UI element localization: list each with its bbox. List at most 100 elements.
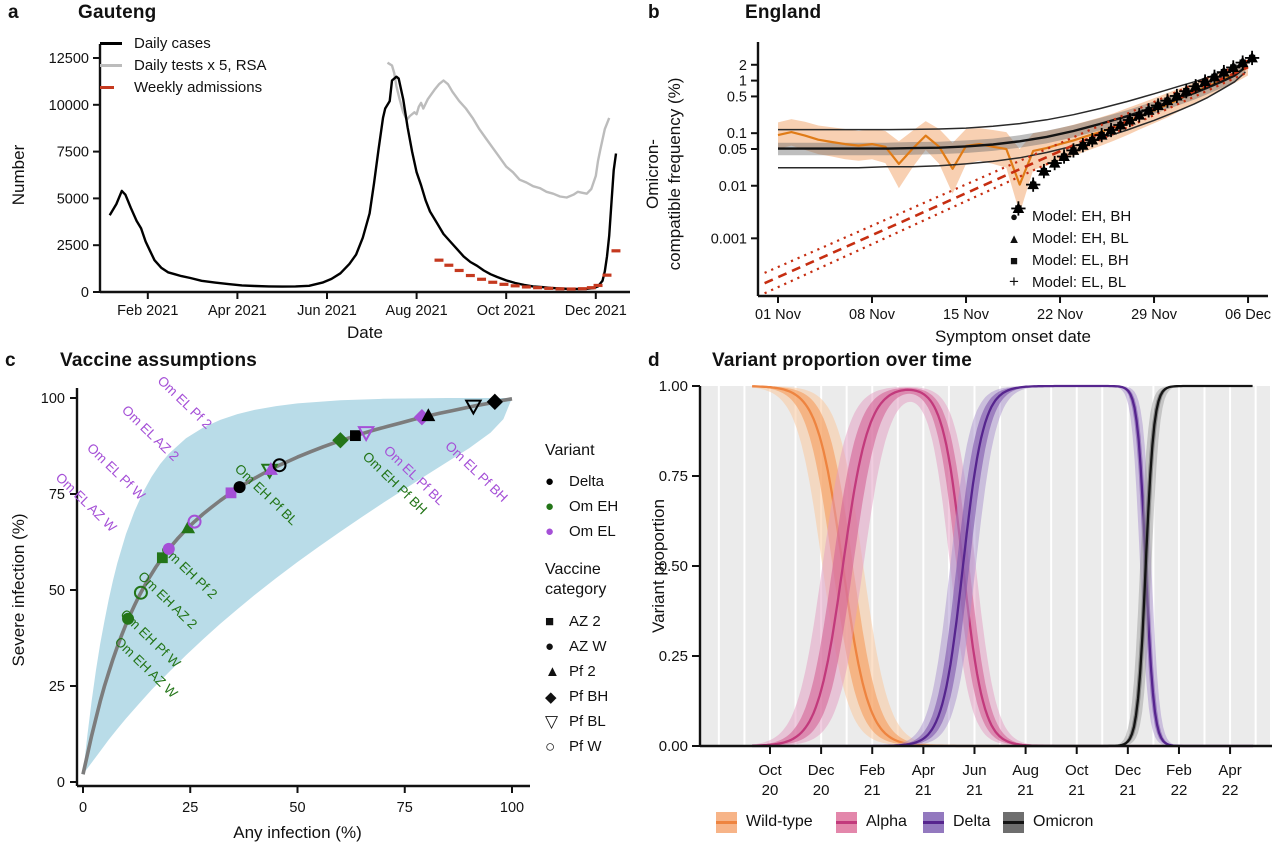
tick-label: 08 Nov — [849, 307, 896, 323]
gauteng-chart: 0 2500 5000 7500 10000 12500 Feb 2021 Apr 2021 J… — [9, 44, 630, 342]
legend-label: Model: EL, BH — [1032, 251, 1129, 269]
panel-gauteng: a Gauteng 0 2500 5000 7500 10000 12500 Feb 202… — [0, 0, 640, 346]
tick-label-line2: 20 — [813, 782, 830, 799]
tick-label: 0 — [79, 800, 87, 816]
tick-label: 0 — [57, 775, 65, 791]
vaccine-point-om-eh-pf-w — [133, 585, 148, 600]
tick-label: 01 Nov — [755, 307, 802, 323]
legend-item: + Model: EL, BL — [1002, 271, 1131, 293]
vaccine-point-delta-az-2 — [350, 430, 361, 442]
daily-cases-line — [108, 75, 618, 291]
tick-label: 5000 — [57, 191, 89, 207]
panel-title-england: England — [745, 2, 822, 23]
alpha-swatch — [836, 811, 857, 833]
legend-label: Wild-type — [746, 813, 813, 830]
legend-item: Omicron — [1003, 810, 1093, 834]
tick-label-line2: 21 — [966, 782, 983, 799]
vaccine-point-om-el-pf-w — [187, 514, 202, 529]
vaccine-point-om-eh-pf-bh — [332, 432, 349, 449]
triangle-marker-icon: ▲ — [545, 663, 560, 680]
open-circle-marker-icon: ○ — [545, 736, 556, 756]
variant-proportion-chart: 0.00 0.25 0.50 0.75 1.00 Oct 20 Dec 20 Feb 21 Apr 21… — [649, 378, 1272, 799]
tick-label: 25 — [182, 800, 198, 816]
panel-letter-d: d — [648, 350, 660, 371]
legend-item: ● Om EH — [545, 494, 640, 519]
panel-title-vaccine-assumptions: Vaccine assumptions — [60, 350, 258, 371]
tick-label: 25 — [49, 679, 65, 695]
tick-label: Oct 2021 — [477, 303, 536, 319]
vaccine-assumptions-chart: 0 25 50 75 100 0 25 50 75 100 Severe infection (%)… — [9, 373, 530, 842]
point-label: Om EL Pf 2 — [155, 373, 215, 432]
tick-label-line2: 22 — [1222, 782, 1239, 799]
sgtf-data-interval-ribbon — [778, 60, 1248, 214]
open-triangle-down-marker-icon: ▽ — [545, 711, 559, 731]
tick-label: 0.50 — [659, 558, 688, 575]
legend-label: Omicron — [1033, 813, 1094, 830]
tick-label: 10000 — [49, 98, 89, 114]
vaccine-point-delta-pf-bl — [464, 399, 483, 416]
tick-label: 100 — [500, 800, 524, 816]
tick-label: 1 — [739, 74, 747, 90]
vaccine-point-om-el-pf-2 — [263, 461, 278, 475]
legend-item: Alpha — [836, 810, 907, 834]
legend-label: AZ W — [569, 638, 607, 655]
tick-label-line2: 21 — [1119, 782, 1136, 799]
vaccine-point-om-eh-pf-2 — [181, 520, 196, 534]
tick-label-line2: 22 — [1171, 782, 1188, 799]
tick-label: 15 Nov — [943, 307, 990, 323]
delta-dot-icon: ● — [545, 473, 555, 490]
legend-label: Pf BL — [569, 713, 606, 730]
model-central-line — [778, 66, 1247, 150]
square-marker-icon: ■ — [1010, 252, 1018, 268]
triangle-marker-icon: ▲ — [1007, 230, 1021, 246]
point-label: Om EL Pf W — [84, 440, 148, 503]
vaccine-point-om-eh-az-2 — [156, 552, 168, 564]
legend-item: ◆ Pf BH — [545, 684, 640, 709]
variant-proportion-legend: Wild-type Alpha Delta Omicron — [640, 810, 1280, 840]
legend-label: AZ 2 — [569, 613, 601, 630]
om-eh-dot-icon: ● — [545, 498, 555, 515]
tick-label: Aug 2021 — [386, 303, 448, 319]
legend-label: Pf BH — [569, 688, 609, 705]
legend-label: Pf W — [569, 738, 602, 755]
tick-label: Jun 2021 — [297, 303, 357, 319]
legend-label: Pf 2 — [569, 663, 596, 680]
legend-label: Model: EH, BH — [1032, 207, 1132, 225]
daily-tests-line-swatch — [100, 63, 122, 67]
panel-title-variant-proportion: Variant proportion over time — [712, 350, 973, 371]
tick-label: Aug 21 — [1012, 762, 1039, 799]
tick-label: 0.05 — [719, 142, 747, 158]
vaccine-point-om-el-az-w — [162, 542, 175, 555]
vaccine-point-om-eh-az-w — [122, 612, 135, 625]
panel-vaccine-assumptions: c Vaccine assumptions 0 25 50 75 100 0 25 50 75 1… — [0, 346, 640, 846]
vaccine-legend-title: Vaccine category — [545, 561, 607, 598]
alpha-inner-ribbon — [752, 387, 1254, 746]
x-axis-label: Date — [347, 323, 383, 342]
tick-label: 0.01 — [719, 179, 747, 195]
panel-letter-b: b — [648, 2, 660, 23]
model-legend: ● Model: EH, BH ▲ Model: EH, BL ■ Model:… — [1002, 205, 1132, 293]
circle-marker-icon: ● — [545, 638, 555, 655]
tick-label: 2500 — [57, 238, 89, 254]
tick-label: 0 — [81, 285, 89, 301]
tick-label: 75 — [397, 800, 413, 816]
daily-tests-x5-rsa-line — [386, 61, 611, 199]
y-axis-label: Number — [9, 144, 28, 205]
tick-label: Feb 21 — [859, 762, 885, 799]
y-axis-label: compatible frequency (%) — [665, 78, 684, 271]
x-axis-label: Symptom onset date — [935, 327, 1091, 346]
legend-label: Om EH — [569, 498, 619, 515]
legend-label: Daily tests x 5, RSA — [134, 56, 267, 74]
efficacy-curve — [81, 397, 513, 775]
tick-label: 50 — [49, 583, 65, 599]
tick-label: 06 Dec — [1225, 307, 1271, 323]
tick-label-line2: 21 — [915, 782, 932, 799]
vaccine-point-om-el-pf-bl — [357, 426, 376, 443]
legend-item: Wild-type — [716, 810, 813, 834]
legend-label: Delta — [569, 473, 605, 490]
legend-item: ○ Pf W — [545, 734, 640, 759]
legend-label: Om EL — [569, 523, 616, 540]
tick-label: Apr 2021 — [208, 303, 267, 319]
tick-label: Apr 22 — [1218, 762, 1241, 799]
